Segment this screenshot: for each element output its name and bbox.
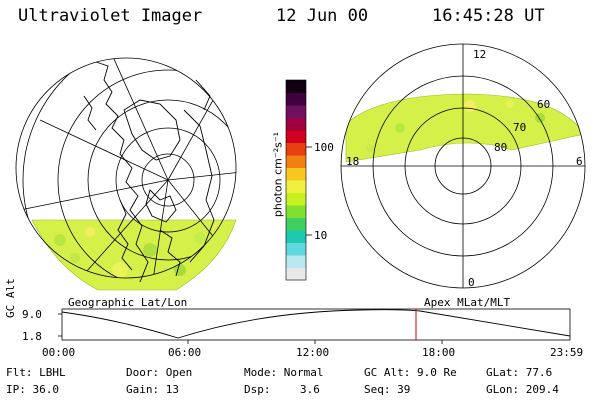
info-gc-alt: GC Alt: 9.0 Re bbox=[364, 366, 457, 379]
instrument-title: Ultraviolet Imager bbox=[18, 6, 203, 26]
colorbar-cell bbox=[286, 255, 306, 268]
colorbar-cell bbox=[286, 267, 306, 281]
colorbar-cell bbox=[286, 205, 306, 218]
colorbar-cell bbox=[286, 242, 306, 256]
colorbar-cell bbox=[286, 80, 306, 93]
info-seq: Seq: 39 bbox=[364, 383, 411, 396]
polar-grid bbox=[340, 43, 586, 289]
info-door: Door: Open bbox=[126, 366, 193, 379]
lat-label-80: 80 bbox=[494, 141, 508, 154]
colorbar-cell bbox=[286, 230, 306, 243]
colorbar-cell bbox=[286, 130, 306, 143]
altitude-xtick-0000: 00:00 bbox=[42, 346, 76, 359]
colorbar-tick-label-100: 100 bbox=[314, 141, 334, 154]
colorbar-cell bbox=[286, 217, 306, 231]
polar-aurora-oval bbox=[345, 93, 585, 163]
geo-coastlines bbox=[83, 61, 215, 283]
geo-aurora-texture bbox=[54, 224, 219, 278]
colorbar-cell bbox=[286, 167, 306, 181]
info-dsp-value: 3.6 bbox=[300, 383, 320, 396]
info-gain: Gain: 13 bbox=[126, 383, 179, 396]
colorbar-cell bbox=[286, 180, 306, 193]
mlt-label-0: 0 bbox=[468, 276, 475, 289]
colorbar-cell bbox=[286, 117, 306, 131]
mlt-label-12: 12 bbox=[473, 48, 487, 61]
date-label: 12 Jun 00 bbox=[276, 6, 369, 26]
info-filter: Flt: LBHL bbox=[6, 366, 66, 379]
info-mode: Mode: Normal bbox=[244, 366, 324, 379]
geo-grid bbox=[19, 58, 236, 278]
altitude-xtick-1800: 18:00 bbox=[422, 346, 456, 359]
mlt-label-6: 6 bbox=[576, 155, 583, 168]
altitude-xtick-2359: 23:59 bbox=[550, 346, 584, 359]
geo-limb bbox=[15, 57, 237, 279]
altitude-xtick-1200: 12:00 bbox=[296, 346, 330, 359]
colorbar-cell bbox=[286, 105, 306, 118]
altitude-ytick-low: 1.8 bbox=[22, 330, 42, 343]
mlt-label-18: 18 bbox=[346, 155, 360, 168]
lat-label-70: 70 bbox=[513, 121, 527, 134]
polar-panel-label: Apex MLat/MLT bbox=[424, 296, 511, 309]
colorbar-cell bbox=[286, 92, 306, 106]
altitude-curve bbox=[61, 309, 571, 339]
colorbar-tick-label-10: 10 bbox=[314, 229, 328, 242]
altitude-ytick-high: 9.0 bbox=[22, 308, 42, 321]
info-glat: GLat: 77.6 bbox=[486, 366, 553, 379]
altitude-plot-frame bbox=[61, 308, 571, 341]
info-dsp-label: Dsp: bbox=[244, 383, 271, 396]
altitude-xtick-0600: 06:00 bbox=[168, 346, 202, 359]
colorbar-cell bbox=[286, 142, 306, 156]
info-glon: GLon: 209.4 bbox=[486, 383, 559, 396]
info-ip: IP: 36.0 bbox=[6, 383, 59, 396]
colorbar-cell bbox=[286, 155, 306, 168]
lat-label-60: 60 bbox=[537, 98, 551, 111]
time-label: 16:45:28 UT bbox=[432, 6, 545, 26]
altitude-ylabel: GC Alt bbox=[4, 278, 17, 318]
geo-panel-label: Geographic Lat/Lon bbox=[68, 296, 188, 309]
colorbar-cell bbox=[286, 192, 306, 206]
